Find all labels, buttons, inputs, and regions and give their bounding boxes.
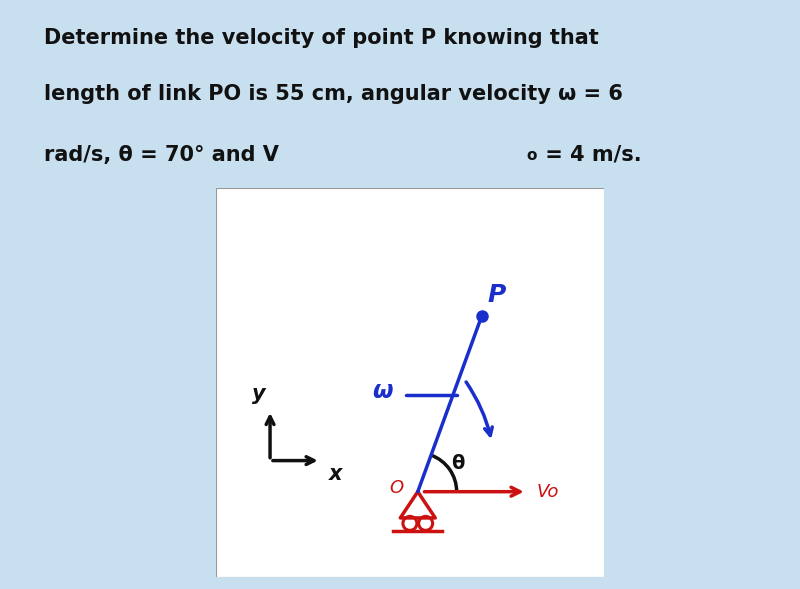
- Text: θ: θ: [451, 454, 465, 473]
- Text: Determine the velocity of point P knowing that: Determine the velocity of point P knowin…: [44, 28, 598, 48]
- Text: x: x: [328, 465, 342, 485]
- Text: y: y: [251, 384, 266, 404]
- Text: ω: ω: [373, 379, 393, 403]
- Text: rad/s, θ = 70° and V: rad/s, θ = 70° and V: [44, 144, 279, 164]
- Text: P: P: [487, 283, 506, 307]
- Text: = 4 m/s.: = 4 m/s.: [538, 144, 642, 164]
- Text: O: O: [390, 479, 403, 497]
- Text: Vo: Vo: [536, 483, 558, 501]
- Text: o: o: [526, 148, 537, 163]
- Text: length of link PO is 55 cm, angular velocity ω = 6: length of link PO is 55 cm, angular velo…: [44, 84, 623, 104]
